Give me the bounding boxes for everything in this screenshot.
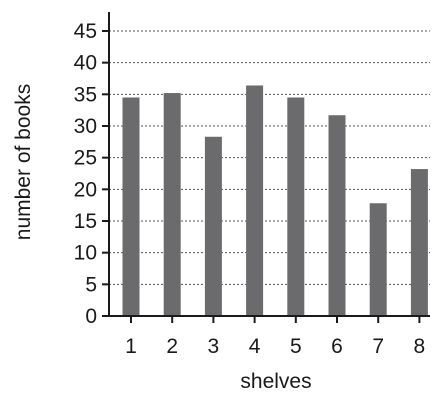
bar-1 <box>122 97 140 316</box>
y-tick-label: 20 <box>74 178 97 201</box>
axes <box>102 12 430 323</box>
x-tick-label: 3 <box>208 335 220 358</box>
x-tick-label: 5 <box>290 335 302 358</box>
bar-4 <box>246 85 264 316</box>
bar-5 <box>287 97 305 316</box>
y-tick-label: 25 <box>74 147 97 170</box>
bar-3 <box>204 136 222 316</box>
grid-lines <box>109 30 430 285</box>
y-tick-label: 35 <box>74 83 97 106</box>
y-tick-label: 45 <box>74 20 97 43</box>
x-tick-label: 7 <box>372 335 384 358</box>
x-tick-label: 8 <box>414 335 426 358</box>
bar-7 <box>369 203 387 316</box>
y-tick-labels: 0 5 10 15 20 25 30 35 40 45 <box>74 20 97 328</box>
x-axis-label: shelves <box>240 370 311 393</box>
bar-8 <box>410 169 428 316</box>
x-tick-labels: 1 2 3 4 5 6 7 8 <box>125 335 425 358</box>
y-tick-label: 15 <box>74 210 97 233</box>
y-tick-label: 30 <box>74 115 97 138</box>
y-tick-label: 5 <box>85 273 97 296</box>
y-tick-label: 10 <box>74 242 97 265</box>
y-tick-label: 0 <box>85 305 97 328</box>
y-axis-label: number of books <box>12 84 35 240</box>
x-tick-label: 6 <box>331 335 343 358</box>
y-tick-label: 40 <box>74 52 97 75</box>
x-tick-label: 4 <box>249 335 261 358</box>
bars <box>122 85 428 316</box>
x-tick-label: 1 <box>125 335 137 358</box>
x-tick-label: 2 <box>166 335 178 358</box>
bar-2 <box>163 93 181 316</box>
bar-6 <box>328 115 346 316</box>
